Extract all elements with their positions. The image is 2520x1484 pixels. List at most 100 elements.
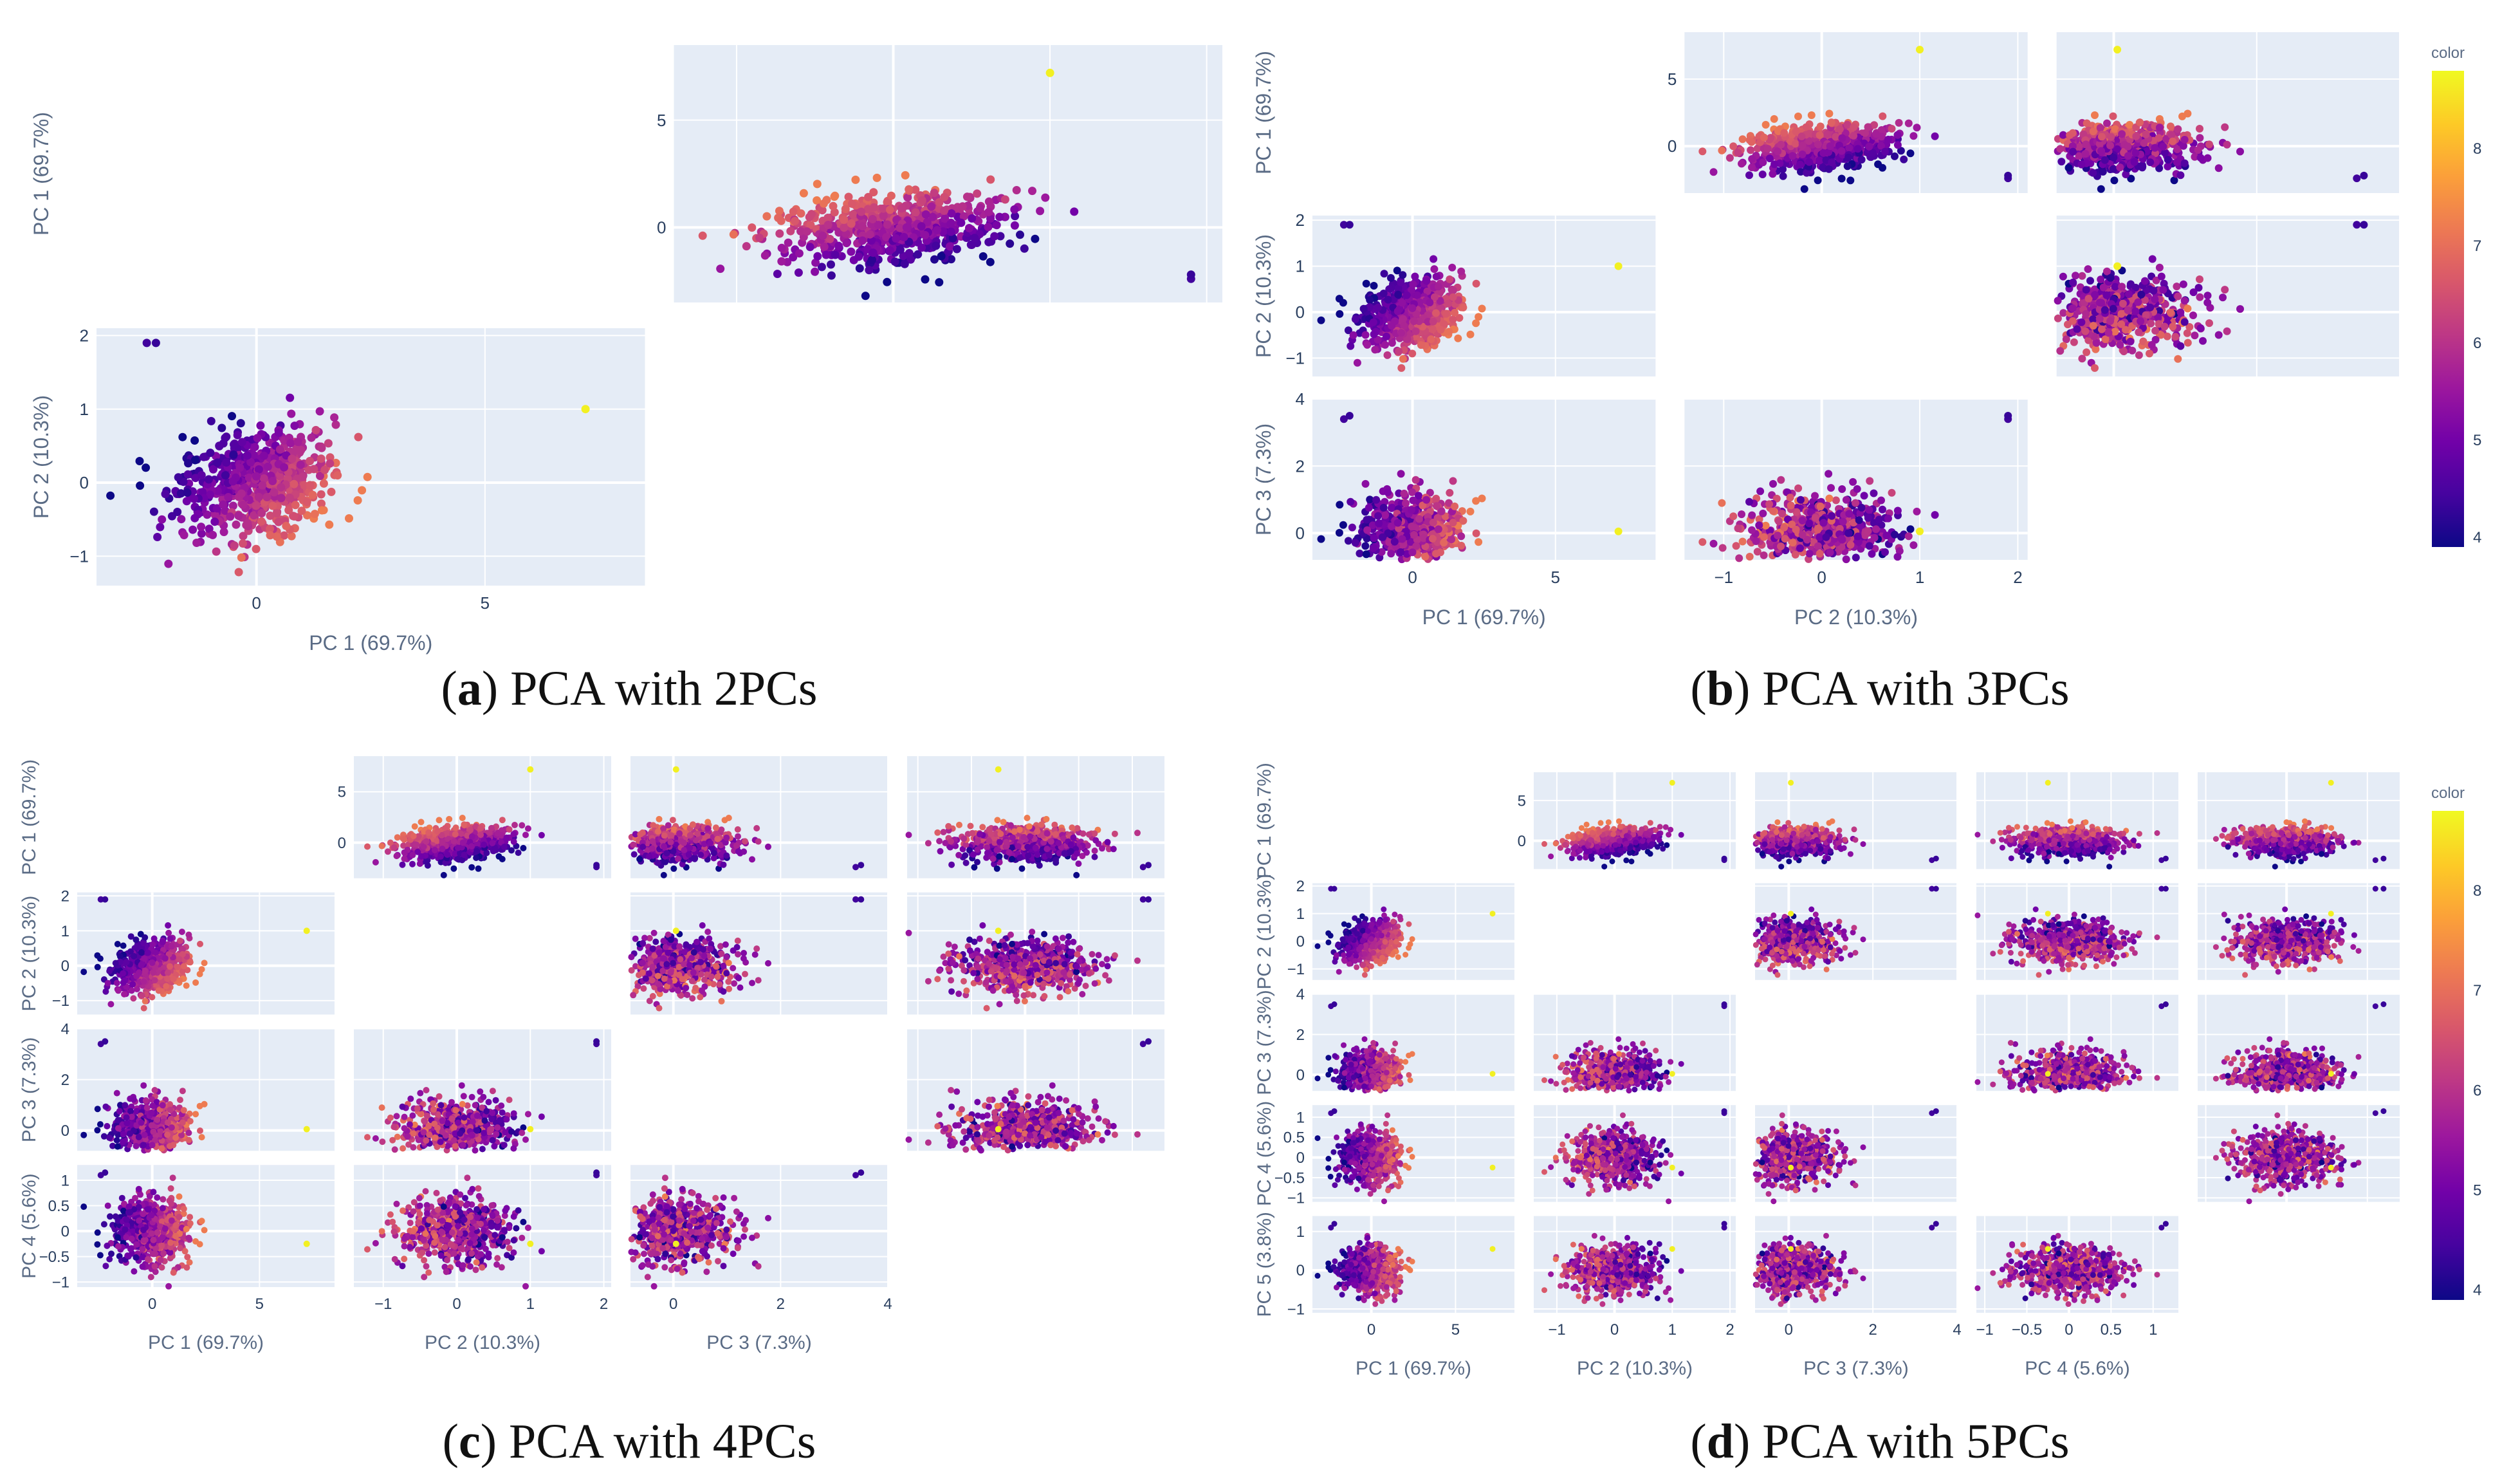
data-point — [277, 494, 286, 503]
data-point — [973, 189, 982, 198]
data-point — [1748, 526, 1756, 534]
data-point — [917, 243, 926, 252]
data-point — [2148, 340, 2156, 349]
data-point — [1853, 485, 1861, 493]
data-point — [1010, 221, 1019, 230]
data-point — [1369, 544, 1377, 552]
data-point — [2116, 163, 2124, 172]
data-point — [2091, 291, 2099, 299]
data-point — [1822, 533, 1830, 541]
data-point — [190, 436, 199, 445]
data-point — [975, 203, 984, 212]
data-point — [1759, 158, 1767, 167]
data-point — [1729, 512, 1738, 521]
data-point — [1738, 537, 1747, 546]
data-point — [1734, 149, 1742, 157]
data-point — [2173, 283, 2181, 291]
plot-background — [674, 45, 1222, 302]
x-tick-label: −1 — [1714, 568, 1733, 587]
data-point — [822, 250, 831, 259]
data-point — [935, 278, 944, 287]
data-point — [1792, 127, 1800, 136]
data-point — [1393, 519, 1402, 527]
data-point — [834, 241, 843, 250]
data-point — [791, 217, 800, 225]
data-point — [1852, 499, 1859, 507]
data-point — [257, 517, 266, 526]
data-point — [1409, 496, 1417, 505]
data-point — [917, 222, 926, 231]
data-point — [1446, 488, 1454, 497]
data-point — [2125, 290, 2133, 298]
data-point — [1870, 489, 1878, 497]
data-point — [287, 409, 296, 418]
data-point — [2151, 144, 2159, 152]
data-point — [2089, 127, 2097, 136]
data-point — [1347, 342, 1355, 350]
data-point — [1864, 514, 1872, 522]
data-point — [1843, 162, 1852, 171]
data-point — [1877, 496, 1885, 505]
data-point — [786, 227, 795, 236]
data-point — [326, 459, 335, 468]
data-point — [1718, 544, 1727, 552]
data-point — [1747, 138, 1756, 146]
data-point — [773, 270, 782, 279]
data-point — [1893, 131, 1902, 139]
data-point — [2065, 163, 2073, 172]
data-point — [1893, 141, 1902, 149]
data-point — [1361, 479, 1370, 488]
data-point — [1459, 517, 1467, 525]
x-tick-label: 0 — [1817, 568, 1826, 587]
data-point — [1769, 507, 1777, 515]
data-point — [2104, 329, 2113, 337]
data-point — [2120, 348, 2128, 355]
data-point — [2054, 297, 2062, 305]
data-point — [2189, 311, 2197, 319]
data-point — [886, 205, 894, 214]
colorbar-tick: 5 — [2473, 432, 2481, 449]
data-point — [1427, 335, 1435, 344]
data-point — [1448, 535, 1456, 544]
data-point — [259, 451, 268, 460]
data-point — [1384, 488, 1392, 497]
data-point — [902, 223, 911, 232]
data-point — [1475, 313, 1483, 321]
data-point — [1738, 510, 1745, 519]
data-point — [317, 506, 326, 515]
data-point — [968, 214, 977, 223]
data-point — [142, 463, 151, 472]
data-point — [1432, 309, 1440, 317]
data-point — [1758, 171, 1767, 178]
data-point — [1449, 293, 1457, 301]
data-point — [1792, 525, 1800, 533]
data-point — [1872, 130, 1880, 138]
data-point — [363, 472, 372, 481]
data-point — [775, 229, 784, 238]
data-point — [1362, 550, 1370, 559]
data-point — [1397, 548, 1405, 556]
data-point — [197, 523, 206, 532]
data-point — [1913, 124, 1921, 132]
y-tick-label: 5 — [1668, 70, 1677, 89]
data-point — [2083, 119, 2091, 127]
data-point — [1774, 147, 1782, 156]
data-point — [2146, 158, 2155, 167]
data-point — [979, 252, 988, 261]
data-point — [1430, 255, 1438, 263]
data-point — [2118, 130, 2126, 138]
data-point — [947, 255, 955, 264]
data-point — [2096, 124, 2104, 132]
data-point — [1429, 519, 1437, 526]
data-point — [280, 463, 288, 472]
data-point — [2078, 272, 2086, 280]
data-point — [927, 202, 936, 211]
data-point — [1434, 283, 1442, 291]
data-point — [1825, 165, 1833, 173]
data-point — [1839, 517, 1847, 526]
data-point — [1816, 122, 1825, 131]
data-point — [199, 452, 208, 461]
data-point — [280, 531, 289, 540]
data-point — [2101, 306, 2109, 314]
